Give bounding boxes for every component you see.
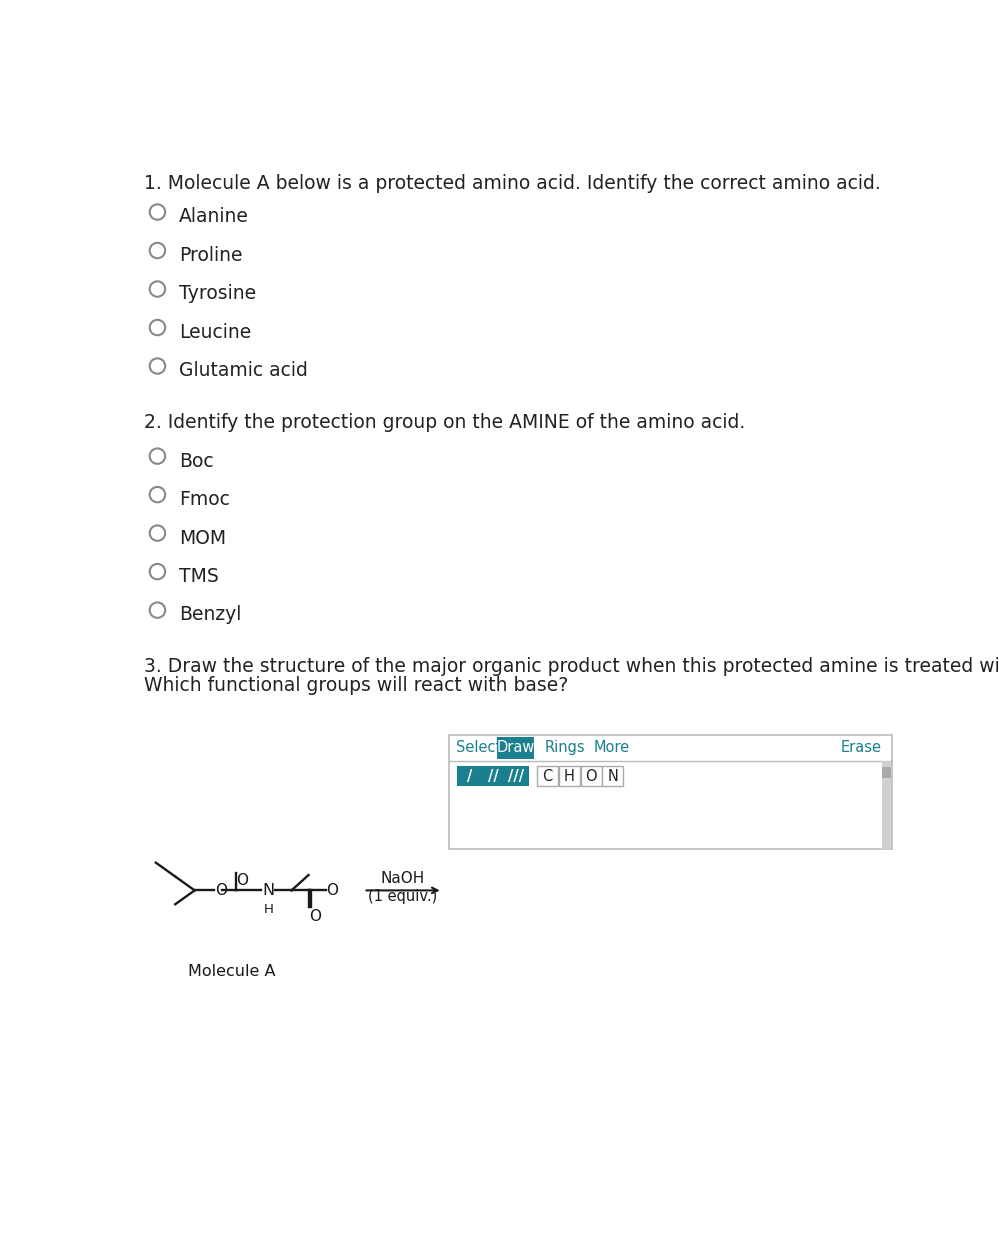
Bar bbox=[602, 766, 623, 786]
Text: H: H bbox=[264, 903, 273, 916]
Text: ///: /// bbox=[508, 769, 524, 784]
Text: Select: Select bbox=[456, 741, 500, 756]
Text: TMS: TMS bbox=[179, 567, 219, 586]
Text: 3. Draw the structure of the major organic product when this protected amine is : 3. Draw the structure of the major organ… bbox=[144, 658, 999, 677]
Text: O: O bbox=[310, 908, 322, 924]
Text: NaOH: NaOH bbox=[381, 871, 426, 886]
Text: Fmoc: Fmoc bbox=[179, 490, 230, 509]
Text: Rings: Rings bbox=[544, 741, 585, 756]
Text: More: More bbox=[593, 741, 629, 756]
Text: Erase: Erase bbox=[840, 741, 882, 756]
Text: O: O bbox=[237, 873, 249, 888]
Text: 2. Identify the protection group on the AMINE of the amino acid.: 2. Identify the protection group on the … bbox=[144, 413, 745, 432]
Text: Boc: Boc bbox=[179, 451, 214, 470]
Text: Molecule A: Molecule A bbox=[188, 964, 276, 979]
Bar bbox=[882, 767, 891, 777]
Text: /: / bbox=[468, 769, 473, 784]
Bar bbox=[537, 766, 558, 786]
Text: Tyrosine: Tyrosine bbox=[179, 285, 257, 304]
Bar bbox=[457, 766, 529, 786]
Bar bbox=[580, 766, 601, 786]
Text: Which functional groups will react with base?: Which functional groups will react with … bbox=[144, 677, 568, 696]
Bar bbox=[558, 766, 579, 786]
Text: MOM: MOM bbox=[179, 528, 226, 548]
Text: //: // bbox=[488, 769, 499, 784]
Text: Glutamic acid: Glutamic acid bbox=[179, 362, 308, 381]
Text: H: H bbox=[563, 769, 574, 784]
Text: O: O bbox=[215, 883, 227, 898]
Text: O: O bbox=[327, 883, 339, 898]
Text: N: N bbox=[262, 883, 275, 898]
Text: N: N bbox=[607, 769, 618, 784]
Text: O: O bbox=[585, 769, 596, 784]
Text: C: C bbox=[542, 769, 552, 784]
Text: Draw: Draw bbox=[497, 741, 534, 756]
Text: Leucine: Leucine bbox=[179, 323, 252, 341]
Text: 1. Molecule A below is a protected amino acid. Identify the correct amino acid.: 1. Molecule A below is a protected amino… bbox=[144, 174, 881, 193]
Text: (1 equiv.): (1 equiv.) bbox=[369, 890, 438, 905]
Text: Proline: Proline bbox=[179, 246, 243, 265]
Bar bbox=[882, 761, 891, 849]
Bar bbox=[497, 737, 534, 759]
Text: Benzyl: Benzyl bbox=[179, 606, 242, 625]
Bar bbox=[449, 735, 892, 849]
Text: Alanine: Alanine bbox=[179, 208, 249, 227]
